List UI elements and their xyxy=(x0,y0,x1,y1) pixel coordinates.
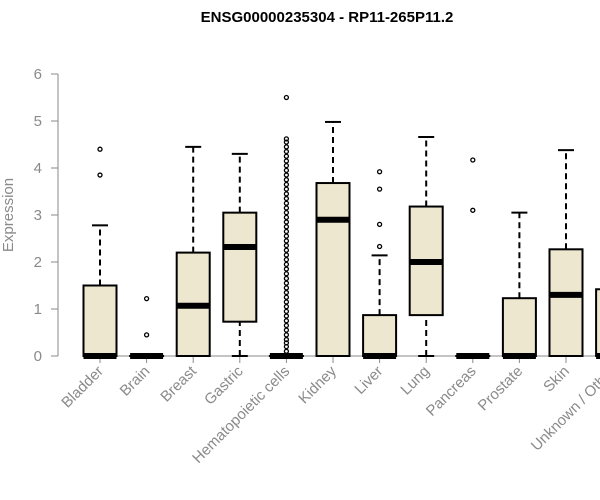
outlier-point xyxy=(283,299,290,305)
outlier-point xyxy=(283,303,290,310)
outlier-point xyxy=(283,275,290,282)
outlier-point xyxy=(283,148,290,155)
x-tick-label: Kidney xyxy=(295,362,340,407)
x-tick-label: Liver xyxy=(351,363,386,398)
box-breast xyxy=(175,145,211,358)
outlier-point xyxy=(376,243,383,250)
y-tick-label: 1 xyxy=(34,301,42,318)
y-tick-label: 2 xyxy=(34,254,42,271)
y-tick-label: 0 xyxy=(34,348,42,365)
outlier-point xyxy=(283,261,290,268)
outlier-point xyxy=(283,332,290,338)
outlier-point xyxy=(283,285,290,291)
outlier-point xyxy=(283,294,290,300)
outlier-point xyxy=(283,162,290,169)
outlier-point xyxy=(283,228,290,235)
box-rect xyxy=(222,211,258,323)
outlier-point xyxy=(283,252,290,258)
outlier-point xyxy=(283,186,290,192)
outlier-point xyxy=(283,348,290,354)
outlier-point xyxy=(283,219,290,225)
outlier-point xyxy=(283,280,290,286)
boxes-group xyxy=(82,94,600,359)
outlier-point xyxy=(283,322,290,329)
outlier-point xyxy=(283,340,290,346)
outlier-point xyxy=(283,242,290,249)
outlier-point xyxy=(283,238,290,244)
outlier-point xyxy=(283,313,290,319)
x-tick-label: Prostate xyxy=(475,363,527,415)
outlier-point xyxy=(283,256,290,263)
box-rect xyxy=(501,297,537,358)
outlier-point xyxy=(283,209,290,216)
outlier-point xyxy=(283,318,290,324)
outlier-point xyxy=(470,207,476,213)
outlier-point xyxy=(283,191,290,197)
outlier-point xyxy=(283,336,290,343)
outlier-point xyxy=(283,94,290,101)
box-liver xyxy=(362,169,398,359)
outlier-point xyxy=(283,271,290,277)
box-lung xyxy=(408,135,444,357)
y-tick-label: 3 xyxy=(34,207,42,224)
x-tick-label: Lung xyxy=(397,363,433,399)
box-hematopoietic-cells xyxy=(268,94,304,359)
outlier-point xyxy=(283,167,290,174)
x-tick-label: Pancreas xyxy=(423,363,480,420)
box-pancreas xyxy=(455,157,491,359)
x-tick-label: Brain xyxy=(117,363,154,400)
box-rect xyxy=(315,182,351,357)
outlier-point xyxy=(470,157,476,163)
outlier-point xyxy=(283,136,290,142)
outlier-point xyxy=(283,139,290,145)
outlier-point xyxy=(283,172,290,178)
outlier-point xyxy=(283,195,290,202)
y-tick-label: 5 xyxy=(34,113,42,130)
outlier-point xyxy=(143,332,150,338)
y-tick-label: 6 xyxy=(34,66,42,83)
outlier-point xyxy=(283,158,290,164)
box-skin xyxy=(548,149,584,357)
box-rect xyxy=(548,248,584,357)
outlier-point xyxy=(283,177,290,183)
outlier-point xyxy=(376,186,383,192)
outlier-point xyxy=(283,205,290,211)
box-rect xyxy=(82,284,118,357)
x-tick-label: Gastric xyxy=(201,362,247,408)
x-tick-label: Breast xyxy=(157,362,200,405)
outlier-point xyxy=(283,233,290,239)
outlier-point xyxy=(283,308,290,315)
outlier-point xyxy=(97,172,103,178)
x-tick-label: Skin xyxy=(540,363,573,396)
outlier-point xyxy=(283,266,290,272)
box-prostate xyxy=(501,211,537,359)
box-unknown-other xyxy=(595,288,600,359)
outlier-point xyxy=(376,169,383,175)
outlier-point xyxy=(283,200,290,206)
y-axis-ticks: 0 1 2 3 4 5 6 xyxy=(34,66,58,365)
outlier-point xyxy=(283,153,290,159)
outlier-point xyxy=(283,289,290,296)
outlier-point xyxy=(283,224,290,230)
outlier-point xyxy=(97,146,103,152)
outlier-point xyxy=(376,221,383,228)
box-bladder xyxy=(82,146,118,359)
outlier-point xyxy=(283,214,290,221)
outlier-point xyxy=(283,247,290,253)
y-tick-label: 4 xyxy=(34,160,42,177)
box-gastric xyxy=(222,152,258,357)
outlier-point xyxy=(283,327,290,333)
box-rect xyxy=(362,314,398,357)
x-tick-label: Bladder xyxy=(58,363,107,412)
box-rect xyxy=(595,288,600,358)
outlier-point xyxy=(143,296,150,302)
box-kidney xyxy=(315,120,351,357)
chart-title: ENSG00000235304 - RP11-265P11.2 xyxy=(201,9,454,26)
outlier-point xyxy=(283,181,290,188)
y-axis-label: Expression xyxy=(0,178,17,252)
box-brain xyxy=(129,296,165,359)
outlier-point xyxy=(283,144,290,150)
